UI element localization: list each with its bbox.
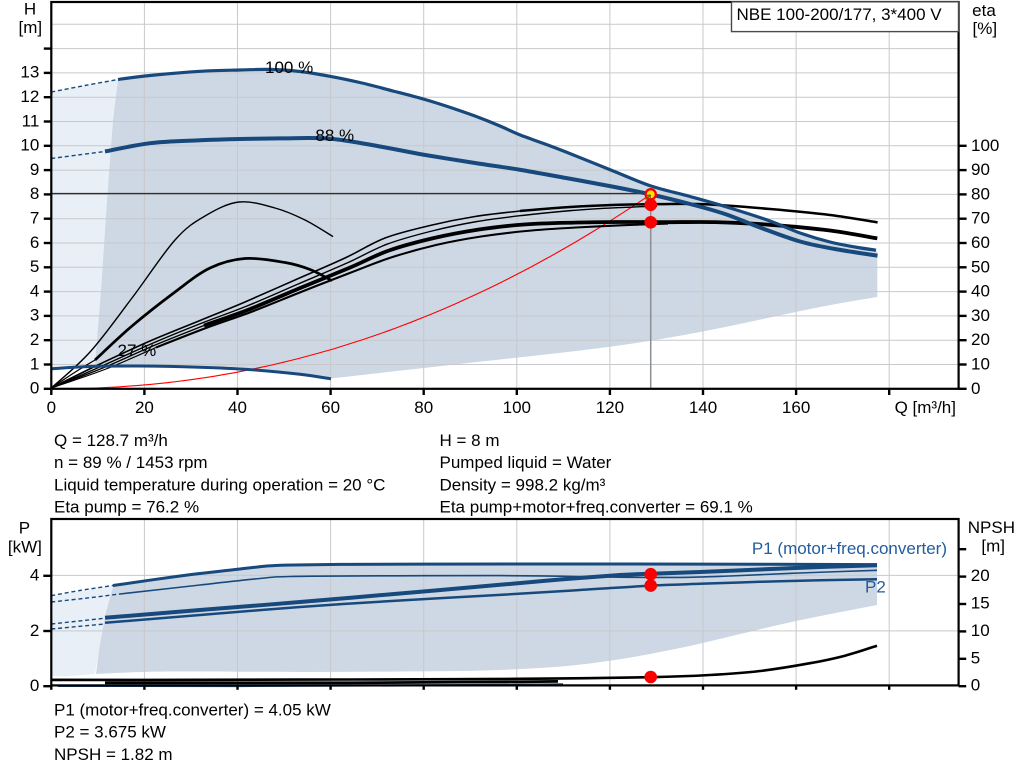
svg-text:80: 80 [971, 184, 990, 203]
svg-text:100 %: 100 % [265, 58, 313, 77]
svg-text:Q [m³/h]: Q [m³/h] [895, 398, 956, 417]
svg-text:Q = 128.7 m³/h: Q = 128.7 m³/h [54, 431, 168, 450]
svg-text:0: 0 [30, 676, 39, 695]
svg-text:0: 0 [47, 398, 56, 417]
svg-text:NBE 100-200/177, 3*400 V: NBE 100-200/177, 3*400 V [737, 5, 943, 24]
svg-text:0: 0 [30, 379, 39, 398]
svg-text:88 %: 88 % [315, 126, 354, 145]
svg-text:5: 5 [971, 648, 980, 667]
svg-text:0: 0 [971, 676, 980, 695]
svg-text:2: 2 [30, 330, 39, 349]
svg-text:100: 100 [971, 136, 999, 155]
svg-text:P: P [19, 519, 30, 538]
svg-text:90: 90 [971, 160, 990, 179]
svg-text:NPSH = 1.82 m: NPSH = 1.82 m [54, 745, 173, 764]
svg-text:Density = 998.2 kg/m³: Density = 998.2 kg/m³ [440, 475, 606, 494]
svg-text:40: 40 [228, 398, 247, 417]
svg-text:10: 10 [971, 355, 990, 374]
svg-text:2: 2 [30, 621, 39, 640]
svg-text:140: 140 [689, 398, 717, 417]
svg-text:P1 (motor+freq.converter) = 4.: P1 (motor+freq.converter) = 4.05 kW [54, 700, 331, 719]
svg-text:13: 13 [20, 63, 39, 82]
svg-text:5: 5 [30, 257, 39, 276]
svg-text:Pumped liquid = Water: Pumped liquid = Water [440, 453, 612, 472]
svg-text:4: 4 [30, 281, 39, 300]
svg-text:100: 100 [503, 398, 531, 417]
svg-text:20: 20 [971, 330, 990, 349]
svg-text:50: 50 [971, 257, 990, 276]
svg-text:n = 89 % / 1453 rpm: n = 89 % / 1453 rpm [54, 453, 208, 472]
svg-text:[%]: [%] [973, 19, 998, 38]
svg-text:30: 30 [971, 306, 990, 325]
svg-text:160: 160 [782, 398, 810, 417]
svg-text:H: H [24, 0, 36, 18]
svg-text:9: 9 [30, 160, 39, 179]
svg-text:3: 3 [30, 306, 39, 325]
svg-text:120: 120 [596, 398, 624, 417]
svg-text:60: 60 [971, 233, 990, 252]
svg-text:11: 11 [22, 111, 40, 130]
svg-text:7: 7 [30, 209, 39, 228]
svg-text:[m]: [m] [981, 537, 1005, 556]
svg-text:Eta pump = 76.2 %: Eta pump = 76.2 % [54, 498, 199, 517]
svg-text:0: 0 [971, 379, 980, 398]
svg-text:Liquid temperature during oper: Liquid temperature during operation = 20… [54, 475, 385, 494]
svg-text:10: 10 [20, 136, 39, 155]
svg-text:P1 (motor+freq.converter): P1 (motor+freq.converter) [752, 539, 947, 558]
svg-text:Eta pump+motor+freq.converter: Eta pump+motor+freq.converter = 69.1 % [440, 498, 753, 517]
svg-text:4: 4 [30, 566, 39, 585]
svg-text:P2: P2 [865, 578, 886, 597]
svg-text:10: 10 [971, 621, 990, 640]
svg-text:40: 40 [971, 282, 990, 301]
svg-text:20: 20 [971, 566, 990, 585]
svg-text:NPSH: NPSH [968, 518, 1015, 537]
svg-text:[kW]: [kW] [8, 537, 42, 556]
svg-text:70: 70 [971, 209, 990, 228]
svg-text:60: 60 [321, 398, 340, 417]
svg-text:8: 8 [30, 184, 39, 203]
svg-text:H = 8 m: H = 8 m [440, 431, 500, 450]
svg-text:6: 6 [30, 233, 39, 252]
svg-text:[m]: [m] [18, 18, 42, 37]
svg-text:12: 12 [20, 87, 39, 106]
svg-text:1: 1 [30, 354, 39, 373]
svg-text:20: 20 [135, 398, 154, 417]
svg-text:eta: eta [972, 1, 996, 20]
svg-text:15: 15 [971, 594, 990, 613]
svg-text:80: 80 [414, 398, 433, 417]
svg-text:P2 = 3.675 kW: P2 = 3.675 kW [54, 723, 166, 742]
